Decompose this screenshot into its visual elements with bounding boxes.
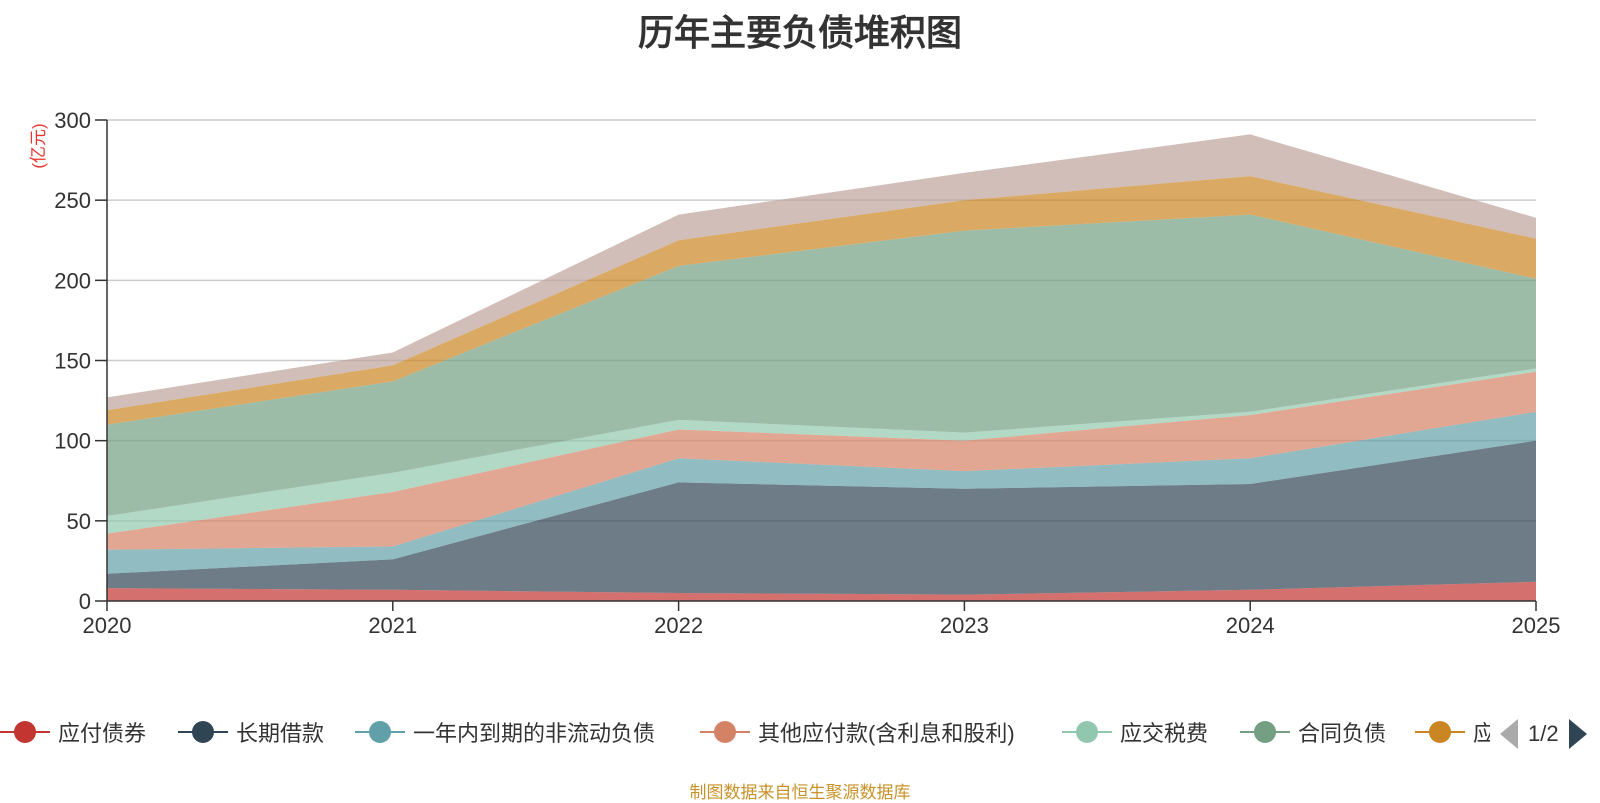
y-tick-label: 150 [54, 349, 91, 374]
legend-label: 其他应付款(含利息和股利) [758, 721, 1015, 746]
area-series-1[interactable] [107, 581, 1536, 601]
x-tick-label: 2025 [1512, 613, 1561, 638]
x-tick-label: 2020 [83, 613, 132, 638]
legend-item[interactable]: 长期借款 [178, 712, 324, 752]
legend-label: 一年内到期的非流动负债 [413, 721, 656, 746]
legend-item[interactable]: 合同负债 [1240, 712, 1386, 752]
legend-label: 应付账款 [1473, 721, 1490, 746]
legend-pager: 1/2 [1500, 716, 1587, 752]
legend-item[interactable]: 应付债券 [0, 712, 146, 752]
stacked-area-chart: 0 50 100 150 200 250 300 2020 2021 2022 2023 2024 20… [29, 108, 1561, 638]
y-tick-label: 200 [54, 268, 91, 293]
legend-next-page-icon[interactable] [1568, 719, 1587, 749]
x-tick-label: 2022 [654, 613, 703, 638]
legend-label: 应付债券 [58, 721, 147, 746]
y-tick-label: 50 [67, 509, 91, 534]
legend-item[interactable]: 应付账款 [1415, 712, 1490, 752]
legend-label: 应交税费 [1120, 721, 1209, 746]
area-series-3[interactable] [107, 411, 1536, 574]
data-source-note: 制图数据来自恒生聚源数据库 [689, 783, 911, 802]
legend: 应付债券 长期借款 一年内到期的非流动负债 其他应付款(含利息和股利) 应交税费 合同负债… [0, 712, 1490, 752]
area-series-2[interactable] [107, 440, 1536, 595]
legend-label: 合同负债 [1298, 721, 1387, 746]
legend-marker-icon [355, 721, 405, 743]
legend-marker-icon [178, 721, 228, 743]
x-tick-label: 2024 [1226, 613, 1275, 638]
legend-marker-icon [0, 721, 50, 743]
legend-page-indicator: 1/2 [1528, 721, 1559, 746]
y-tick-label: 100 [54, 429, 91, 454]
chart-title: 历年主要负债堆积图 [637, 12, 962, 53]
area-series-7[interactable] [107, 176, 1536, 425]
y-tick-label: 300 [54, 108, 91, 133]
area-series-6[interactable] [107, 214, 1536, 517]
legend-marker-icon [700, 721, 750, 743]
legend-marker-icon [1062, 721, 1112, 743]
x-tick-label: 2023 [940, 613, 989, 638]
legend-marker-icon [1240, 721, 1290, 743]
legend-marker-icon [1415, 721, 1465, 743]
legend-item[interactable]: 一年内到期的非流动负债 [355, 712, 655, 752]
y-axis-label: (亿元) [29, 123, 48, 168]
legend-prev-page-icon[interactable] [1500, 719, 1518, 749]
legend-item[interactable]: 其他应付款(含利息和股利) [700, 712, 1015, 752]
legend-label: 长期借款 [236, 721, 325, 746]
y-tick-label: 0 [79, 589, 91, 614]
y-tick-label: 250 [54, 188, 91, 213]
x-tick-label: 2021 [368, 613, 417, 638]
area-series-4[interactable] [107, 371, 1536, 550]
legend-item[interactable]: 应交税费 [1062, 712, 1208, 752]
area-series-8[interactable] [107, 134, 1536, 411]
